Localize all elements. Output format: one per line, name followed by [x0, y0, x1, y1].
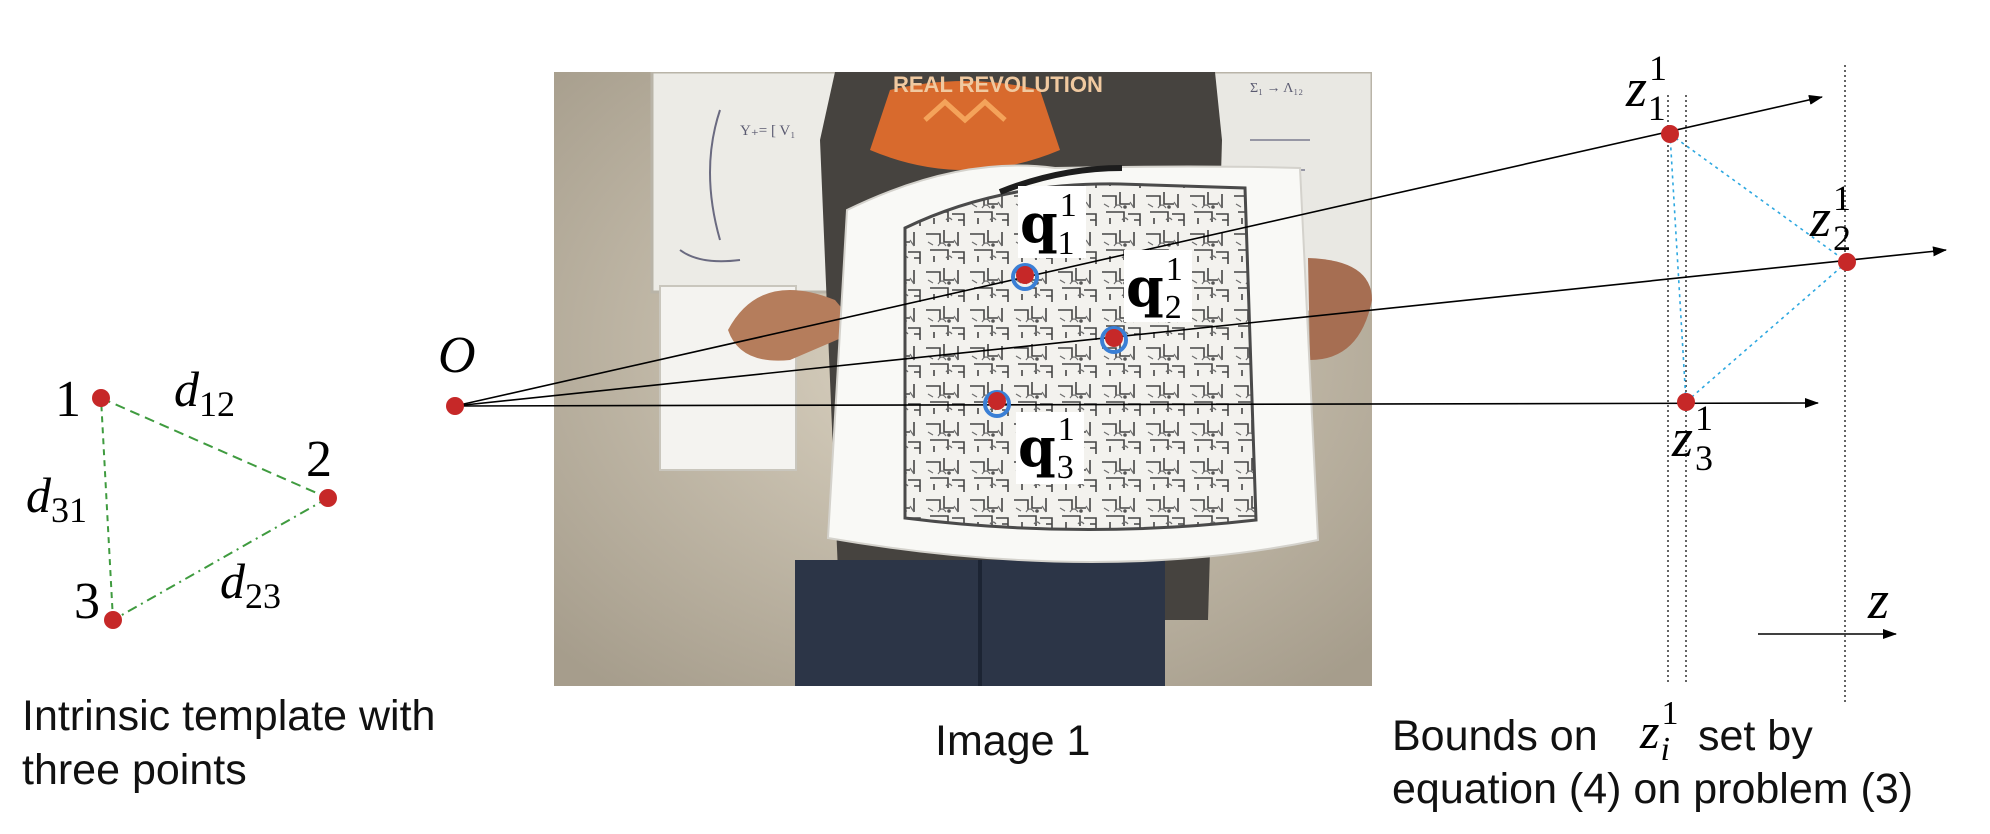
distance-d12-label: d12: [174, 361, 235, 424]
point-2-label: 2: [306, 431, 332, 488]
image-1-photo: Y₊= [ V₁ Σ₁ → Λ₁₂ REAL REVOLUTION: [554, 72, 1372, 686]
whiteboard-right-text: Σ₁ → Λ₁₂: [1250, 81, 1303, 96]
point-1-label: 1: [55, 371, 81, 428]
projection-ring-1: [1011, 263, 1039, 291]
bounds-caption-symbol: z1 i: [1639, 695, 1678, 768]
template-caption-line-1: Intrinsic template with: [22, 692, 435, 740]
projection-point-1: [1016, 266, 1034, 284]
depth-points: z1 1 z1 2 z1 3: [1625, 48, 1856, 478]
image-projections: q1 1 q1 2 q1 3: [983, 186, 1192, 486]
distance-d31-label: d31: [26, 467, 87, 530]
ray-2: [454, 246, 1947, 407]
z1-label: z1 1: [1625, 48, 1666, 128]
image-caption: Image 1: [935, 717, 1090, 765]
distance-d23-label: d23: [220, 553, 281, 616]
point-3-label: 3: [74, 573, 100, 630]
z3-label: z1 3: [1671, 398, 1713, 478]
q1-label-bg: [1018, 186, 1086, 258]
template-point-2: [319, 489, 337, 507]
depth-edge-31: [1669, 133, 1687, 403]
ray-3: [454, 398, 1819, 409]
q2-label-bg: [1124, 250, 1192, 322]
depth-point-2: [1838, 253, 1856, 271]
z-axis-label: z: [1867, 570, 1889, 630]
origin-point: [446, 397, 464, 415]
whiteboard-text: Y₊= [ V₁: [740, 123, 796, 139]
depth-bounds: [1667, 65, 1848, 705]
intrinsic-template: 1 2 3 d12 d31 d23 Intrinsic template wit…: [22, 361, 435, 794]
projection-ring-2: [1100, 326, 1128, 354]
template-point-3: [104, 611, 122, 629]
q3-label-bg: [1016, 412, 1084, 484]
whiteboard-left: Y₊= [ V₁: [650, 72, 852, 294]
depth-edge-12: [1669, 133, 1848, 263]
edge-31: [100, 397, 114, 621]
bounds-caption-line-2: equation (4) on problem (3): [1392, 765, 1913, 813]
bounds-caption: Bounds on z1 i set by equation (4) on pro…: [1392, 695, 1913, 813]
depth-edge-23: [1685, 261, 1848, 403]
q1-label: q1 1: [1020, 187, 1076, 262]
q2-label: q1 2: [1126, 251, 1183, 326]
template-point-1: [92, 389, 110, 407]
edge-23: [112, 497, 329, 621]
projection-point-3: [988, 392, 1006, 410]
projection-point-2: [1105, 329, 1123, 347]
depth-point-3: [1677, 393, 1695, 411]
z2-label: z1 2: [1809, 178, 1851, 258]
q3-label: q1 3: [1018, 411, 1075, 486]
template-caption-line-2: three points: [22, 746, 247, 794]
bounds-caption-suffix: set by: [1698, 712, 1813, 760]
origin-label: O: [438, 327, 476, 384]
edge-12: [100, 397, 329, 499]
shirt-print-text: REAL REVOLUTION: [893, 72, 1103, 97]
bounds-caption-prefix: Bounds on: [1392, 712, 1598, 760]
depth-point-1: [1661, 125, 1679, 143]
